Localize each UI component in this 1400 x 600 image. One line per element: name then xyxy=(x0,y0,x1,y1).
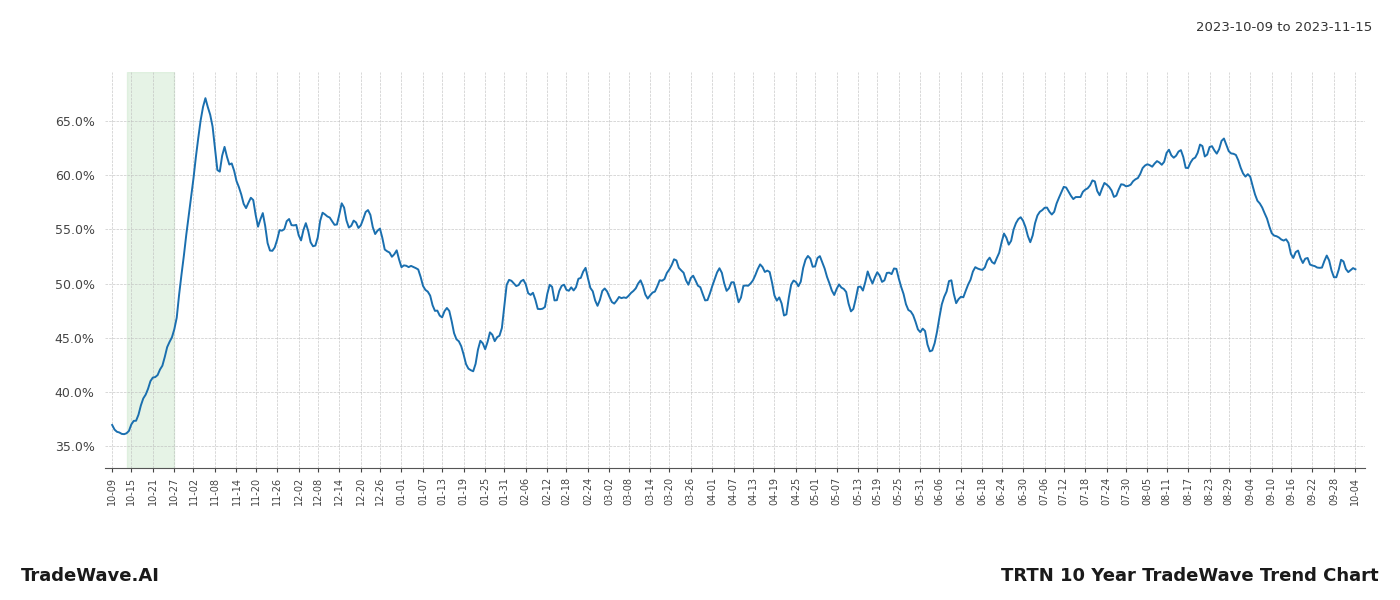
Text: TradeWave.AI: TradeWave.AI xyxy=(21,567,160,585)
Text: 2023-10-09 to 2023-11-15: 2023-10-09 to 2023-11-15 xyxy=(1196,21,1372,34)
Text: TRTN 10 Year TradeWave Trend Chart: TRTN 10 Year TradeWave Trend Chart xyxy=(1001,567,1379,585)
Bar xyxy=(126,72,175,468)
